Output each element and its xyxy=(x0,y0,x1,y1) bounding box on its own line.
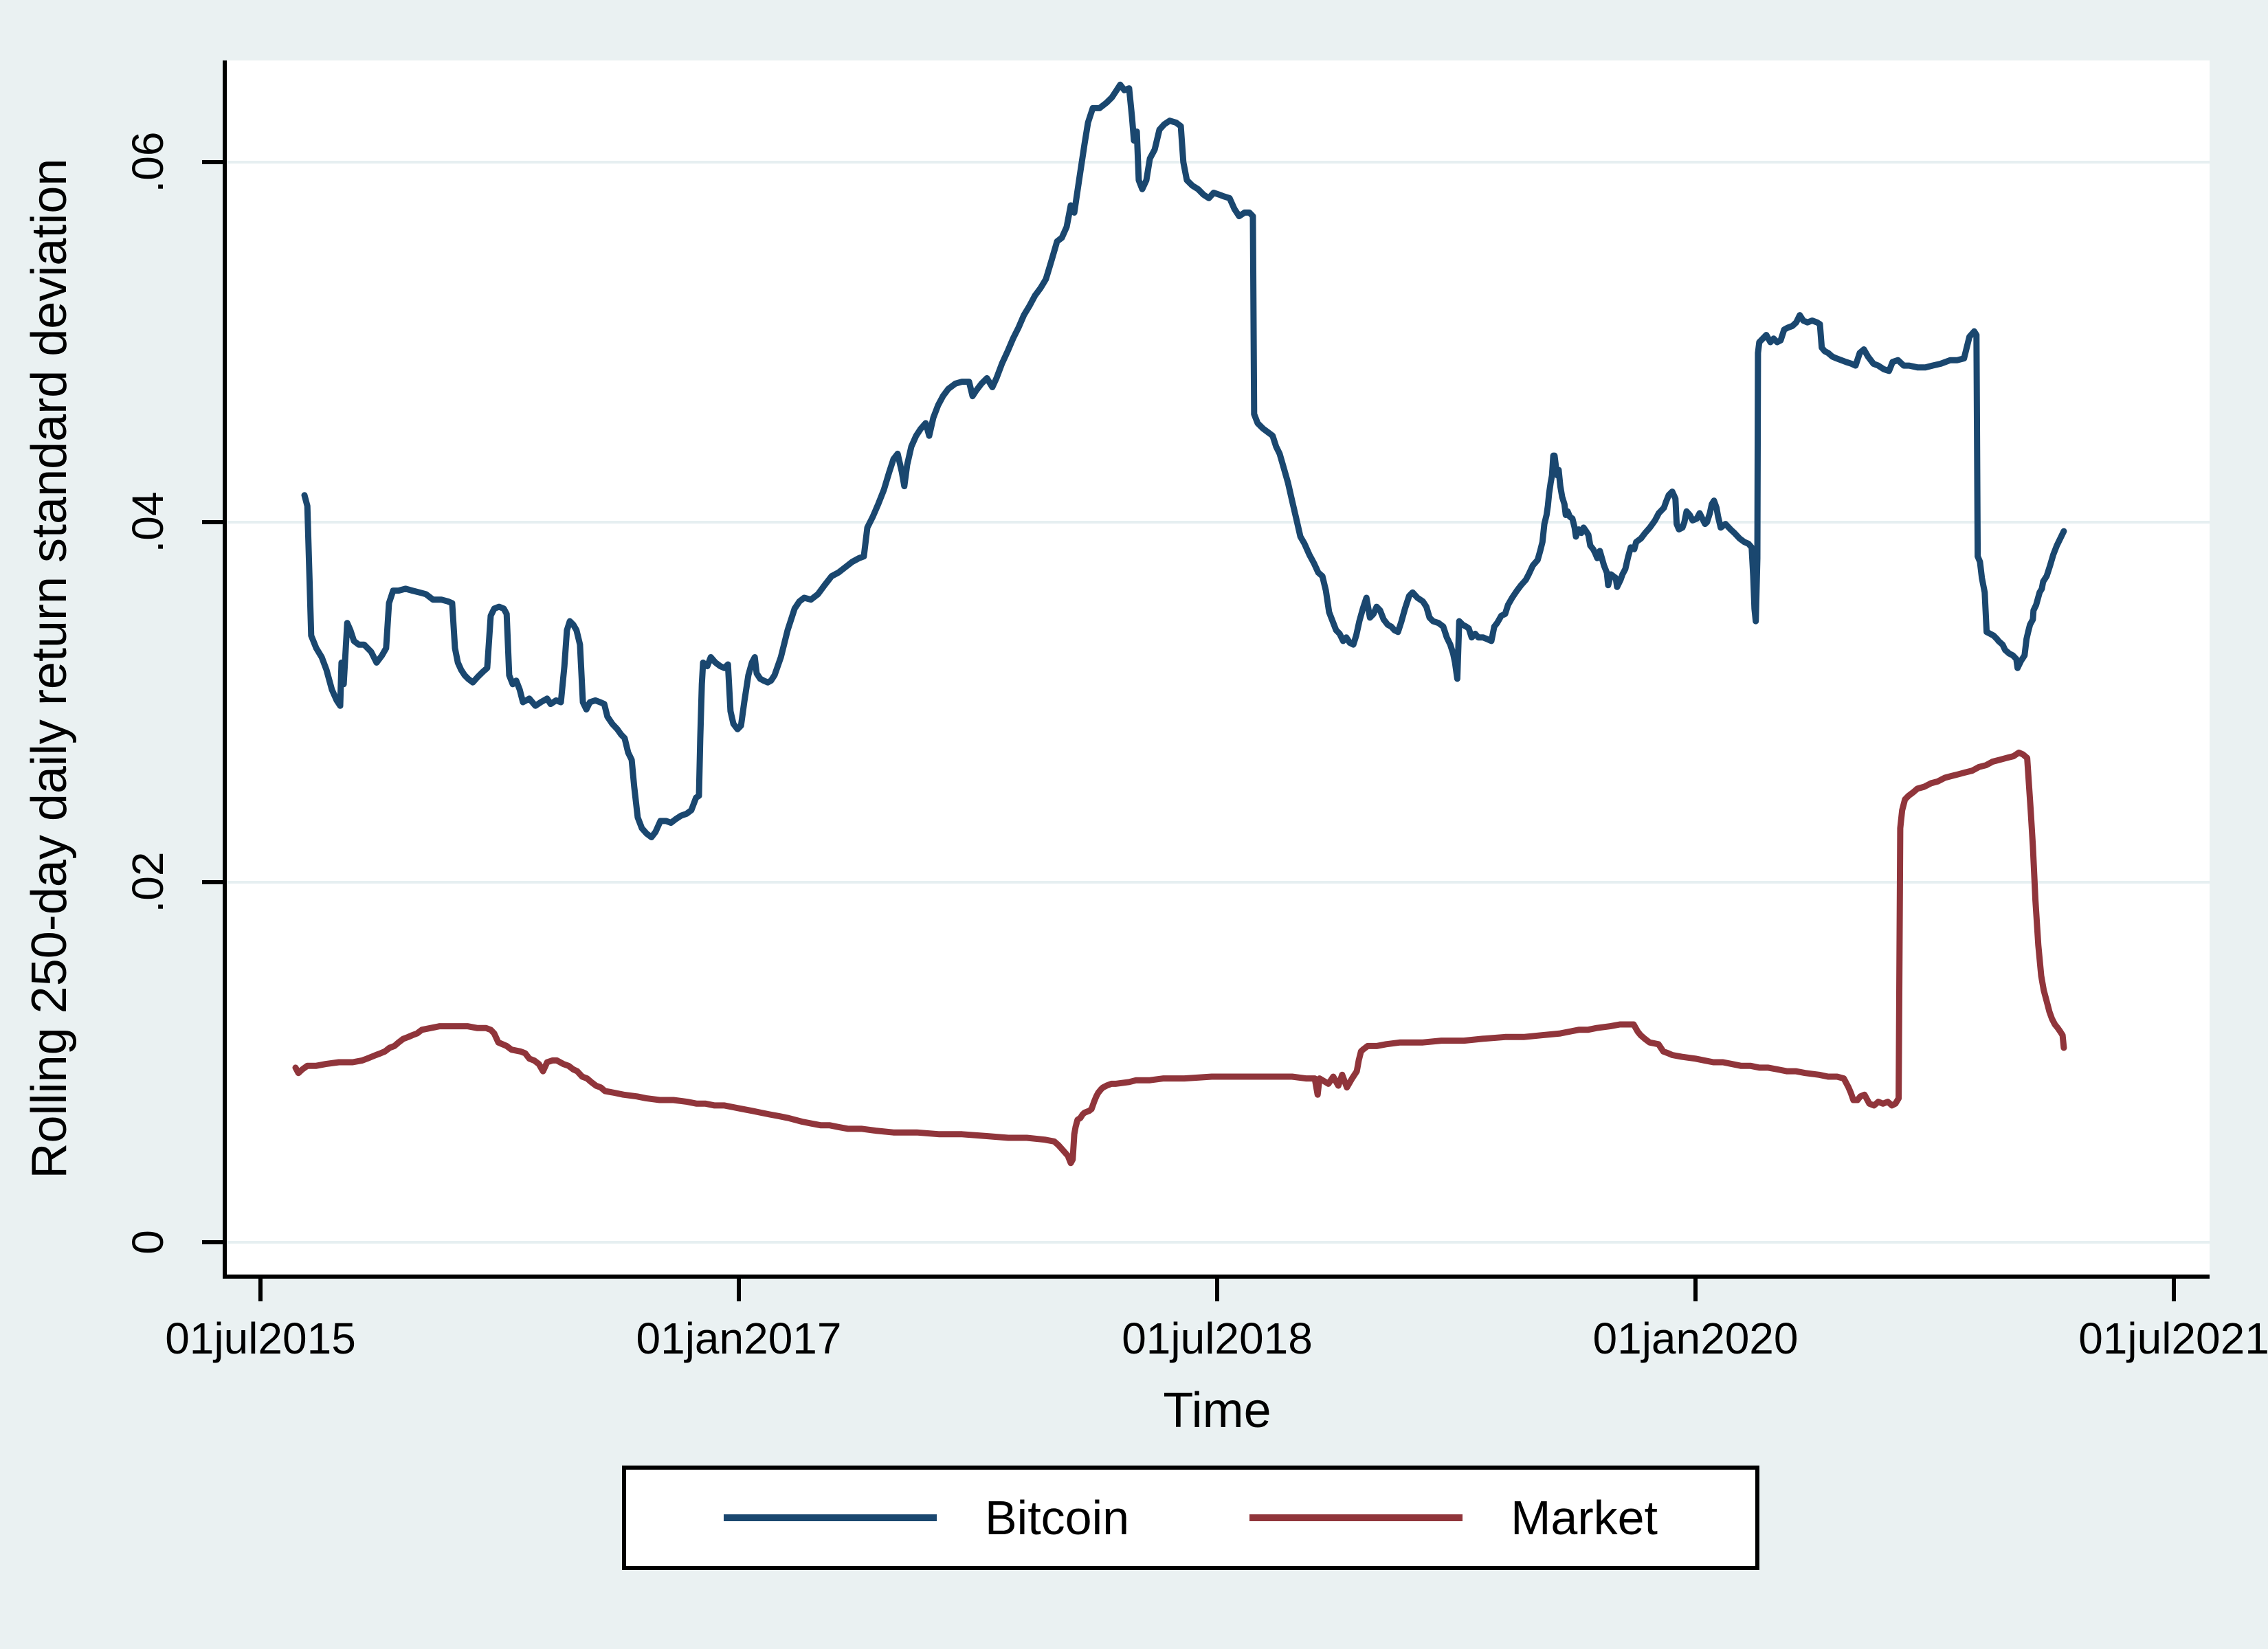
legend-item-bitcoin: Bitcoin xyxy=(723,1491,1130,1545)
x-tick-label: 01jul2015 xyxy=(165,1314,356,1363)
legend-item-market: Market xyxy=(1249,1494,1658,1542)
x-axis-title: Time xyxy=(1163,1383,1271,1438)
tick-marks xyxy=(202,160,2176,1301)
y-tick-label: 0 xyxy=(123,1230,173,1255)
bitcoin-line xyxy=(301,81,2067,840)
legend-label-bitcoin: Bitcoin xyxy=(984,1491,1130,1545)
gridlines xyxy=(225,161,2210,1244)
plot-area xyxy=(225,60,2210,1277)
x-tick-label: 01jan2020 xyxy=(1592,1314,1799,1363)
market-line-swatch xyxy=(1249,1514,1463,1521)
legend-label-market: Market xyxy=(1511,1491,1658,1545)
y-axis-title: Rolling 250-day daily return standard de… xyxy=(22,158,77,1179)
x-tick-label: 01jan2017 xyxy=(636,1314,842,1363)
bitcoin-line-swatch xyxy=(723,1514,937,1521)
y-tick-label: .04 xyxy=(123,491,173,553)
x-tick-label: 01jul2018 xyxy=(1122,1314,1313,1363)
market-line xyxy=(292,749,2067,1167)
x-tick-label: 01jul2021 xyxy=(2078,1314,2268,1363)
legend: Bitcoin Market xyxy=(622,1466,1759,1570)
y-tick-label: .06 xyxy=(123,131,173,193)
y-tick-label: .02 xyxy=(123,851,173,913)
